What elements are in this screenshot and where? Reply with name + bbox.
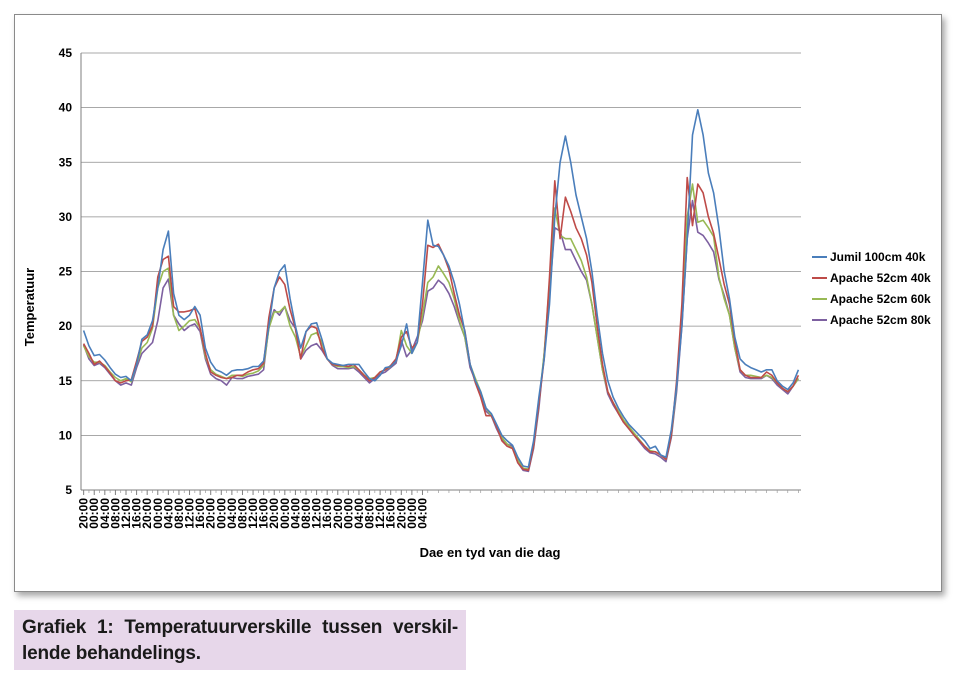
x-tick-label: 04:00 — [225, 498, 239, 529]
y-tick-label: 30 — [59, 210, 73, 224]
x-tick-label: 08:00 — [172, 498, 186, 529]
x-tick-label: 08:00 — [108, 498, 122, 529]
x-tick-label: 12:00 — [373, 498, 387, 529]
y-tick-label: 5 — [65, 483, 72, 497]
x-tick-label: 20:00 — [394, 498, 408, 529]
x-tick-label: 12:00 — [246, 498, 260, 529]
figure-caption-box: Grafiek 1: Temperatuurverskille tussen v… — [14, 610, 466, 670]
series-line-apache-52cm-40k — [82, 176, 800, 472]
y-tick-label: 10 — [59, 428, 73, 442]
x-tick-label: 04:00 — [98, 498, 112, 529]
x-tick-label: 20:00 — [140, 498, 154, 529]
y-tick-label: 35 — [59, 155, 73, 169]
x-tick-label: 16:00 — [384, 498, 398, 529]
y-axis-title: Temperatuur — [22, 268, 37, 347]
x-tick-label: 04:00 — [415, 498, 429, 529]
series-lines — [82, 109, 800, 473]
series-line-apache-52cm-60k — [82, 183, 800, 471]
x-tick-label: 00:00 — [214, 498, 228, 529]
legend-label: Apache 52cm 60k — [830, 292, 931, 306]
legend: Jumil 100cm 40k Apache 52cm 40k Apache 52c… — [812, 250, 931, 327]
x-tick-label: 12:00 — [183, 498, 197, 529]
x-tick-label: 04:00 — [288, 498, 302, 529]
x-tick-label: 00:00 — [87, 498, 101, 529]
x-tick-label: 20:00 — [267, 498, 281, 529]
x-tick-label: 04:00 — [161, 498, 175, 529]
x-tick-label: 08:00 — [363, 498, 377, 529]
y-tick-label: 15 — [59, 374, 73, 388]
x-axis-title: Dae en tyd van die dag — [420, 545, 561, 560]
axes: 5101520253035404520:0000:0004:0008:0012:… — [59, 46, 801, 529]
x-tick-label: 08:00 — [299, 498, 313, 529]
x-tick-label: 16:00 — [257, 498, 271, 529]
y-tick-label: 25 — [59, 265, 73, 279]
x-tick-label: 00:00 — [405, 498, 419, 529]
legend-label: Jumil 100cm 40k — [830, 250, 926, 264]
x-tick-label: 16:00 — [320, 498, 334, 529]
x-tick-label: 16:00 — [130, 498, 144, 529]
x-tick-label: 00:00 — [278, 498, 292, 529]
x-tick-label: 16:00 — [193, 498, 207, 529]
legend-label: Apache 52cm 40k — [830, 271, 931, 285]
legend-label: Apache 52cm 80k — [830, 313, 931, 327]
chart-frame: 5 10 15 20 25 30 35 40 45 20:00 00:00 04:00 08:00 12:… — [14, 14, 942, 592]
y-tick-label: 45 — [59, 46, 73, 60]
temperature-line-chart: 5101520253035404520:0000:0004:0008:0012:… — [22, 46, 931, 560]
x-tick-label: 12:00 — [310, 498, 324, 529]
y-tick-label: 20 — [59, 319, 73, 333]
x-tick-label: 20:00 — [331, 498, 345, 529]
series-line-jumil-100cm-40k — [82, 109, 800, 468]
x-tick-label: 12:00 — [119, 498, 133, 529]
y-tick-label: 40 — [59, 101, 73, 115]
x-tick-label: 08:00 — [235, 498, 249, 529]
x-tick-label: 00:00 — [341, 498, 355, 529]
x-tick-label: 20:00 — [77, 498, 91, 529]
figure-caption: Grafiek 1: Temperatuurverskille tussen v… — [22, 617, 458, 664]
x-tick-label: 04:00 — [352, 498, 366, 529]
gridlines — [81, 52, 801, 436]
x-tick-label: 20:00 — [204, 498, 218, 529]
x-tick-label: 00:00 — [151, 498, 165, 529]
series-line-apache-52cm-80k — [82, 199, 800, 473]
